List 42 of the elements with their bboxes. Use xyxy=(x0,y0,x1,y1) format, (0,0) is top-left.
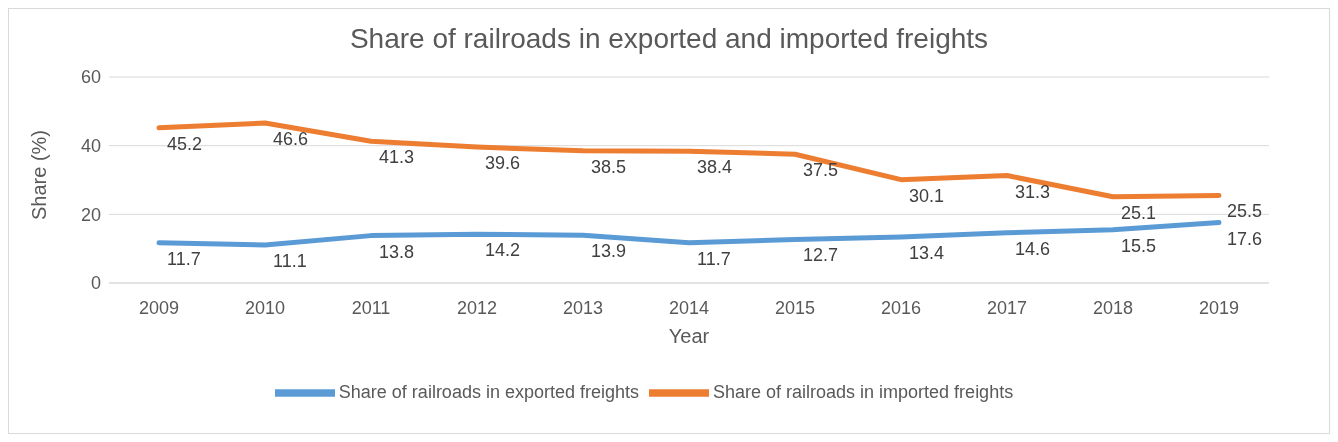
y-axis-title: Share (%) xyxy=(28,129,51,220)
data-label: 13.4 xyxy=(909,242,945,263)
y-tick-label: 60 xyxy=(80,67,101,88)
data-label: 12.7 xyxy=(803,245,839,266)
data-label: 45.2 xyxy=(167,133,203,154)
data-label: 30.1 xyxy=(909,185,945,206)
x-axis-title: Year xyxy=(668,325,710,347)
data-label: 14.6 xyxy=(1015,238,1051,259)
y-tick-label: 0 xyxy=(90,273,101,294)
x-tick-label: 2019 xyxy=(1198,297,1240,318)
x-tick-label: 2017 xyxy=(986,297,1028,318)
data-label: 15.5 xyxy=(1121,235,1157,256)
data-label: 46.6 xyxy=(273,129,309,150)
data-label: 38.5 xyxy=(591,156,627,177)
data-label: 11.7 xyxy=(697,248,731,269)
data-label: 13.9 xyxy=(591,241,627,262)
data-label: 25.5 xyxy=(1227,201,1263,222)
x-tick-label: 2018 xyxy=(1092,297,1134,318)
chart-title: Share of railroads in exported and imported freights xyxy=(348,23,990,56)
x-tick-label: 2011 xyxy=(351,297,391,318)
x-tick-label: 2014 xyxy=(668,297,710,318)
data-label: 13.8 xyxy=(379,241,415,262)
data-label: 25.1 xyxy=(1121,202,1157,223)
x-tick-label: 2009 xyxy=(138,297,180,318)
legend-label: Share of railroads in exported freights xyxy=(338,381,639,402)
data-label: 11.1 xyxy=(273,250,307,271)
y-tick-label: 20 xyxy=(80,204,101,225)
x-tick-label: 2015 xyxy=(774,297,816,318)
data-label: 41.3 xyxy=(379,147,415,168)
y-tick-label: 40 xyxy=(80,136,101,157)
data-label: 37.5 xyxy=(803,160,839,181)
data-label: 31.3 xyxy=(1015,181,1051,202)
x-tick-label: 2010 xyxy=(244,297,286,318)
legend-label: Share of railroads in imported freights xyxy=(713,381,1014,402)
data-label: 39.6 xyxy=(485,153,521,174)
x-tick-label: 2013 xyxy=(562,297,604,318)
data-label: 17.6 xyxy=(1227,228,1263,249)
data-label: 11.7 xyxy=(167,248,201,269)
x-tick-label: 2016 xyxy=(880,297,922,318)
data-label: 38.4 xyxy=(697,157,733,178)
data-label: 14.2 xyxy=(485,240,521,261)
x-tick-label: 2012 xyxy=(456,297,498,318)
